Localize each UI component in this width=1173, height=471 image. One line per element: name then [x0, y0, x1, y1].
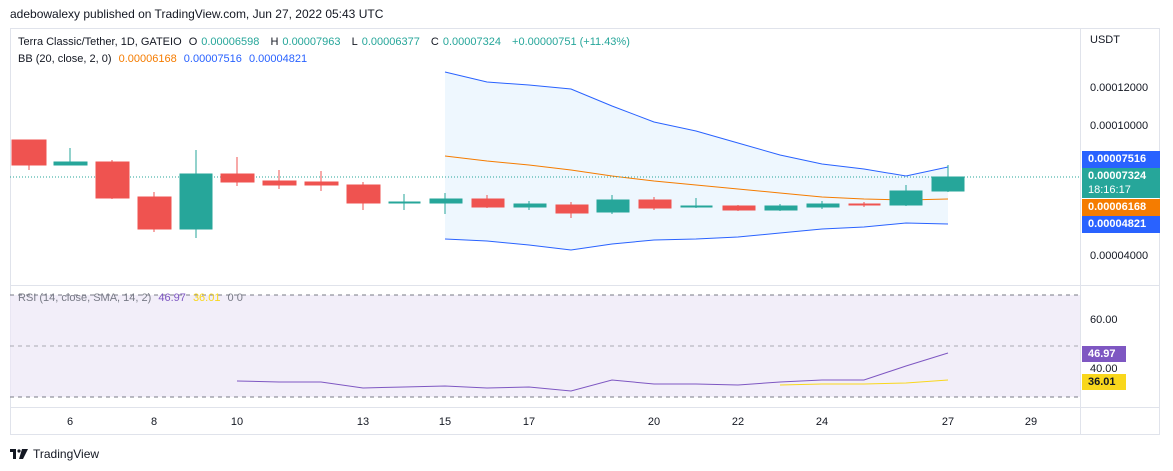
symbol-title[interactable]: Terra Classic/Tether, 1D, GATEIO [18, 36, 182, 48]
bb-basis-badge: 0.00006168 [1088, 201, 1147, 213]
time-tick: 29 [1024, 416, 1038, 428]
time-tick: 22 [731, 416, 745, 428]
badge-close-bg [1082, 168, 1160, 198]
rsi-badge: 46.97 [1088, 348, 1116, 360]
time-tick: 8 [150, 416, 158, 428]
rsi-value: 46.97 [158, 292, 186, 304]
candles[interactable] [11, 139, 965, 238]
candle [346, 182, 381, 210]
last-price-badge: 0.00007324 [1088, 170, 1147, 182]
currency-label[interactable]: USDT [1090, 34, 1120, 46]
tradingview-logo-icon [10, 449, 28, 459]
candle [931, 165, 965, 192]
candle [806, 201, 840, 209]
time-tick: 27 [941, 416, 955, 428]
candle [889, 185, 923, 206]
candle [179, 150, 213, 238]
bb-upper-badge: 0.00007516 [1088, 153, 1147, 165]
rsi-ma-value: 36.01 [192, 292, 221, 304]
candle [513, 201, 547, 210]
rsi-ma-badge: 36.01 [1088, 376, 1116, 388]
rsi-tick: 40.00 [1090, 363, 1118, 375]
candle [848, 202, 881, 207]
tradingview-brand[interactable]: TradingView [10, 447, 99, 461]
bb-basis-value: 0.00006168 [118, 53, 177, 65]
brand-text: TradingView [33, 447, 100, 461]
badge-upper-bg [1082, 151, 1160, 168]
bb-fill [445, 72, 948, 250]
rsi-legend[interactable]: RSI (14, close, SMA, 14, 2) 46.97 36.01 … [18, 292, 247, 304]
bar-countdown: 18:16:17 [1088, 184, 1131, 196]
publisher-line: adebowalexy published on TradingView.com… [10, 7, 384, 21]
candle [722, 205, 756, 211]
badge-rsi-bg [1082, 346, 1126, 362]
candle [53, 148, 88, 166]
candle [262, 170, 297, 189]
badge-basis-bg [1082, 199, 1160, 216]
candle [471, 195, 505, 208]
time-tick: 13 [356, 416, 370, 428]
time-tick: 10 [230, 416, 244, 428]
price-tick: 0.00010000 [1090, 120, 1149, 132]
bb-lower-line [444, 222, 949, 251]
candle [95, 160, 130, 199]
badge-rsi-ma-bg [1082, 374, 1126, 390]
candle [638, 197, 672, 210]
rsi-line [236, 352, 949, 392]
bb-lower-badge: 0.00004821 [1088, 218, 1147, 230]
time-tick: 6 [66, 416, 74, 428]
pane-divider[interactable] [10, 285, 1160, 286]
candle [764, 204, 798, 211]
time-tick: 20 [647, 416, 661, 428]
bb-upper-line [444, 71, 949, 177]
time-tick: 15 [438, 416, 452, 428]
candle [680, 198, 713, 208]
badge-lower-bg [1082, 216, 1160, 233]
rsi-extra-values: 0 0 [227, 292, 243, 304]
time-tick: 24 [815, 416, 829, 428]
price-tick: 0.00004000 [1090, 250, 1149, 262]
bb-basis-line [444, 155, 949, 201]
candle [388, 194, 421, 210]
candle [11, 139, 47, 170]
rsi-label[interactable]: RSI (14, close, SMA, 14, 2) [18, 292, 152, 304]
candle [304, 171, 339, 191]
candle [555, 202, 589, 218]
candle [220, 157, 255, 186]
bb-upper-value: 0.00007516 [183, 53, 242, 65]
rsi-ma-line [779, 379, 949, 386]
candle [137, 192, 172, 232]
candle [429, 193, 463, 214]
bb-legend[interactable]: BB (20, close, 2, 0) 0.00006168 0.000075… [18, 53, 311, 65]
time-tick: 17 [522, 416, 536, 428]
price-change: +0.00000751 (+11.43%) [512, 36, 630, 48]
price-tick: 0.00012000 [1090, 82, 1149, 94]
price-axis-divider [1080, 28, 1081, 435]
symbol-legend[interactable]: Terra Classic/Tether, 1D, GATEIO O 0.0000… [18, 36, 630, 48]
rsi-tick: 60.00 [1090, 314, 1118, 326]
bb-lower-value: 0.00004821 [248, 53, 308, 65]
bb-label[interactable]: BB (20, close, 2, 0) [18, 53, 112, 65]
candle [596, 195, 630, 214]
time-axis-divider [10, 407, 1160, 408]
